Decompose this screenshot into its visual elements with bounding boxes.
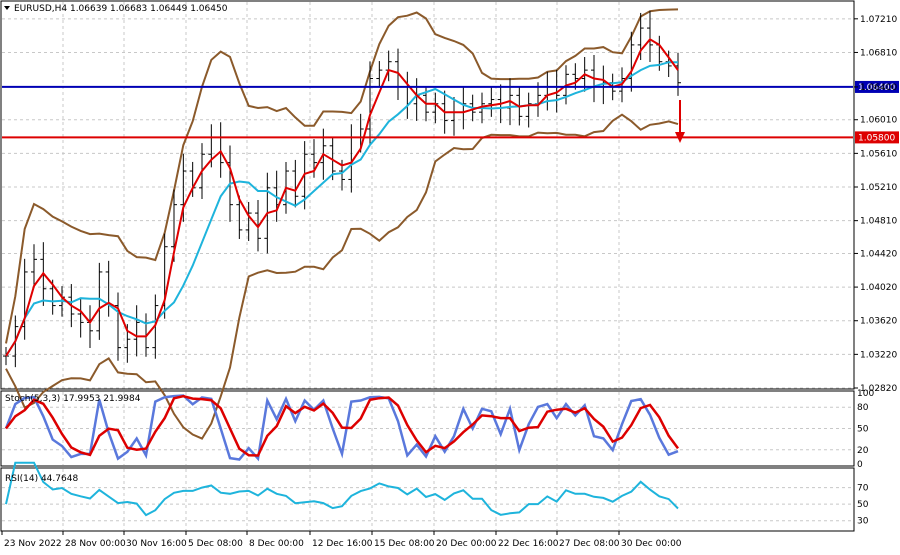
- price-tick-label: 1.04810: [860, 217, 897, 227]
- stoch-main-line: [4, 394, 679, 462]
- rsi-tick-label: 50: [857, 500, 869, 510]
- price-tick-label: 1.06010: [860, 116, 897, 126]
- price-tick-label: 1.03220: [860, 350, 897, 360]
- slow-moving-average: [5, 61, 678, 357]
- stoch-tick-label: 50: [857, 425, 869, 435]
- rsi-tick-label: 70: [857, 484, 869, 494]
- rsi-line: [5, 461, 679, 517]
- price-bars: [3, 10, 681, 368]
- down-arrow-icon: [675, 100, 685, 143]
- price-tick-label: 1.04020: [860, 283, 897, 293]
- rsi-panel[interactable]: [0, 467, 855, 532]
- level-label-box: [855, 131, 899, 144]
- bollinger-lower: [5, 113, 679, 440]
- time-tick-label: 28 Nov 00:00: [65, 539, 126, 549]
- fast-moving-average: [5, 38, 679, 357]
- horizontal-levels[interactable]: 1.06400 1.05800: [2, 80, 899, 144]
- price-tick-label: 1.05610: [860, 149, 897, 159]
- time-tick-label: 5 Dec 08:00: [188, 539, 243, 549]
- time-axis: 23 Nov 2022 28 Nov 00:00 30 Nov 16:00 5 Dec…: [1, 531, 682, 549]
- time-tick-label: 8 Dec 00:00: [249, 539, 304, 549]
- price-tick-label: 1.03620: [860, 317, 897, 327]
- level-label-box: [855, 80, 899, 93]
- time-tick-label: 23 Nov 2022: [4, 539, 62, 549]
- time-tick-label: 12 Dec 16:00: [312, 539, 373, 549]
- symbol-title: EURUSD,H4 1.06639 1.06683 1.06449 1.0645…: [14, 4, 228, 14]
- price-axis: 1.07210 1.06810 1.06400 1.06010 1.05610 1.052…: [854, 15, 897, 394]
- moving-averages: [5, 38, 679, 357]
- stoch-tick-label: 80: [857, 403, 869, 413]
- rsi-tick-label: 30: [857, 517, 869, 527]
- time-tick-label: 27 Dec 08:00: [559, 539, 620, 549]
- price-tick-label: 1.04420: [860, 249, 897, 259]
- price-tick-label: 1.06810: [860, 48, 897, 58]
- bollinger-bands: [5, 8, 679, 440]
- stoch-signal-line: [5, 394, 680, 457]
- stoch-tick-label: 20: [857, 446, 869, 456]
- time-tick-label: 22 Dec 16:00: [498, 539, 559, 549]
- stoch-title: Stoch(5,3,3) 17.9953 21.9984: [5, 394, 141, 404]
- time-tick-label: 30 Dec 00:00: [621, 539, 682, 549]
- stoch-tick-label: 100: [857, 389, 874, 399]
- level-label: 1.05800: [858, 133, 895, 143]
- bollinger-upper: [5, 8, 679, 344]
- time-tick-label: 15 Dec 08:00: [374, 539, 435, 549]
- price-tick-label: 1.05210: [860, 183, 897, 193]
- grid-lines: [2, 2, 853, 530]
- stochastic-lines: [4, 394, 680, 462]
- time-tick-label: 30 Nov 16:00: [126, 539, 187, 549]
- time-tick-label: 20 Dec 00:00: [436, 539, 497, 549]
- price-tick-label: 1.02820: [860, 384, 897, 394]
- price-tick-label: 1.07210: [860, 15, 897, 25]
- rsi-title: RSI(14) 44.7648: [5, 474, 78, 484]
- rsi-axis: 70 50 30: [857, 484, 869, 527]
- stoch-tick-label: 0: [857, 460, 863, 470]
- rsi-line: [5, 461, 679, 517]
- price-panel[interactable]: [0, 0, 855, 390]
- stoch-axis: 100 80 50 20 0: [857, 389, 874, 470]
- symbol-dropdown-icon[interactable]: [4, 6, 10, 10]
- price-tick-label: 1.06400: [860, 83, 897, 93]
- level-label: 1.06400: [858, 83, 895, 93]
